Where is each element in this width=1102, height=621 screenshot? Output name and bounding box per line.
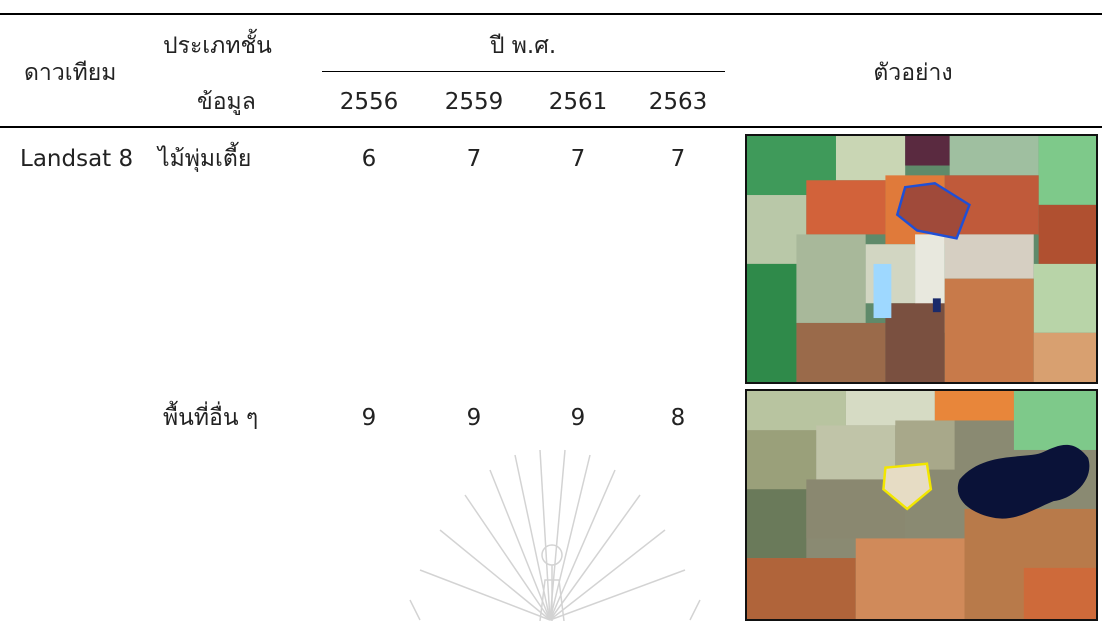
year-group-rule (322, 71, 725, 72)
row-value: 7 (466, 146, 482, 172)
header-year: 2563 (648, 89, 708, 115)
row-value: 8 (670, 405, 686, 431)
row-value: 7 (570, 146, 586, 172)
header-year: 2559 (444, 89, 504, 115)
header-year-group: ปี พ.ศ. (489, 33, 557, 59)
header-year: 2556 (339, 89, 399, 115)
row-satellite: Landsat 8 (20, 146, 134, 172)
header-year: 2561 (548, 89, 608, 115)
shrub-example-image (745, 134, 1098, 384)
header-class-line2: ข้อมูล (197, 89, 256, 115)
university-seal-watermark (409, 449, 701, 621)
row-value: 9 (570, 405, 586, 431)
row-value: 9 (466, 405, 482, 431)
row-value: 7 (670, 146, 686, 172)
other-area-example-image (745, 389, 1098, 621)
header-bottom-rule (0, 126, 1102, 128)
row-value: 9 (361, 405, 377, 431)
header-class-line1: ประเภทชั้น (163, 33, 272, 59)
row-class-name: ไม้พุ่มเตี้ย (158, 146, 252, 172)
row-value: 6 (361, 146, 377, 172)
table-top-rule (0, 13, 1102, 15)
header-example: ตัวอย่าง (873, 60, 953, 86)
header-satellite: ดาวเทียม (24, 60, 117, 86)
row-class-name: พื้นที่อื่น ๆ (163, 405, 259, 431)
